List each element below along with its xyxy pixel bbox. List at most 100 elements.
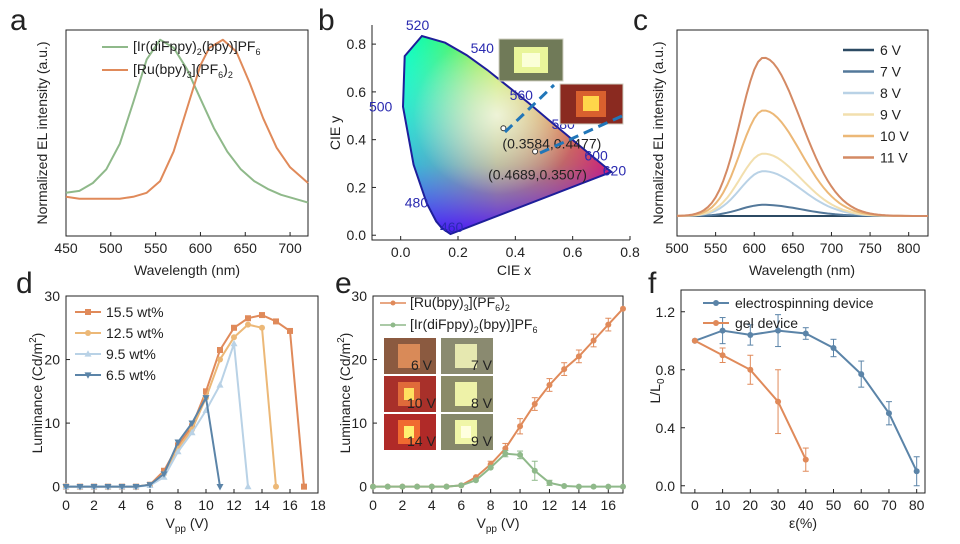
data-point <box>517 451 524 458</box>
x-tick-label-a: 550 <box>144 240 168 256</box>
legend-label-11-v: 11 V <box>880 150 908 166</box>
x-tick-label-f: 30 <box>770 497 786 513</box>
data-point <box>472 477 479 484</box>
data-point <box>174 439 182 446</box>
data-point <box>517 423 524 430</box>
x-tick-label-e: 4 <box>428 497 436 513</box>
data-point <box>301 483 307 490</box>
data-point <box>414 483 421 490</box>
x-tick-label-d: 12 <box>226 497 242 513</box>
wavelength-label-520: 520 <box>406 17 430 33</box>
data-point <box>132 484 140 491</box>
wavelength-label-540: 540 <box>471 40 495 56</box>
series-6-5-wt <box>62 394 224 491</box>
legend-label-6-5-wt: 6.5 wt% <box>106 367 156 383</box>
x-axis-label: Vpp (V) <box>165 515 208 535</box>
x-tick-label-e: 14 <box>571 497 587 513</box>
x-tick-label-c: 550 <box>704 240 728 256</box>
legend-label-7-v: 7 V <box>880 64 902 80</box>
data-point <box>161 467 167 474</box>
inset-label-8v: 8 V <box>471 395 493 411</box>
y-tick-label-d: 0 <box>52 479 60 495</box>
wavelength-label-620: 620 <box>603 163 627 179</box>
panel-d-luminance-vs-voltage: 0 2 4 6 8 10 12 14 16 18 0 10 20 30 15.5 wt% 12.5 wt% 9… <box>28 288 326 535</box>
series-line <box>373 452 623 488</box>
data-point <box>885 410 892 417</box>
plot-frame <box>676 29 929 237</box>
legend-label-ir: [Ir(diFppy)2(bpy)]PF6 <box>133 38 261 57</box>
x-tick-label-f: 70 <box>881 497 897 513</box>
panel-label-e: e <box>335 267 352 300</box>
device-photo-orange <box>559 83 624 125</box>
x-tick-label-c: 650 <box>781 240 805 256</box>
data-point <box>802 330 809 337</box>
cie-coordinate-label-1: (0.3584,0.4477) <box>502 135 601 151</box>
data-point <box>203 388 209 395</box>
legend-marker-9-5-wt <box>84 350 92 357</box>
data-point <box>858 371 865 378</box>
x-tick-label-a: 500 <box>99 240 123 256</box>
x-tick-label-c: 800 <box>897 240 921 256</box>
x-tick-label-e: 16 <box>601 497 617 513</box>
data-point <box>230 339 238 347</box>
legend-marker-electrospinning-device <box>713 300 719 306</box>
data-point <box>287 327 293 334</box>
x-tick-label-c: 750 <box>858 240 882 256</box>
data-point <box>605 321 612 328</box>
spectral-locus <box>401 34 614 236</box>
x-tick-label-f: 50 <box>826 497 842 513</box>
y-tick-label-d: 30 <box>44 288 60 304</box>
panel-label-f: f <box>648 267 657 300</box>
data-point <box>188 428 196 436</box>
data-point <box>775 398 782 405</box>
y-tick-label-f: 1.2 <box>656 304 676 320</box>
series-gel-device <box>691 337 809 472</box>
x-tick-label-e: 10 <box>512 497 528 513</box>
y-tick-label-f: 0.0 <box>656 478 676 494</box>
x-axis-label: Vpp (V) <box>476 515 519 535</box>
data-point <box>561 483 568 490</box>
data-point <box>259 324 265 331</box>
legend-label-gel-device: gel device <box>735 315 798 331</box>
legend-label-ir: [Ir(diFppy)2(bpy)]PF6 <box>410 316 538 335</box>
legend-label-15-5-wt: 15.5 wt% <box>106 304 164 320</box>
y-tick-label-e: 10 <box>351 415 367 431</box>
data-point <box>561 366 568 373</box>
legend-label-9-v: 9 V <box>880 107 902 123</box>
y-axis-label: CIE y <box>327 116 343 150</box>
data-point <box>245 315 251 322</box>
x-tick-label-d: 4 <box>118 497 126 513</box>
data-point <box>399 483 406 490</box>
y-tick-label-b: 0.8 <box>347 36 367 52</box>
legend: [Ir(diFppy)2(bpy)]PF6 [Ru(bpy)3](PF6)2 <box>102 38 261 80</box>
data-point <box>202 395 210 402</box>
x-tick-label-d: 0 <box>62 497 70 513</box>
x-tick-label-c: 500 <box>665 240 689 256</box>
data-point <box>546 479 553 486</box>
data-point <box>231 334 237 341</box>
inset-label-14v: 14 V <box>407 433 436 449</box>
y-tick-label-d: 20 <box>44 352 60 368</box>
x-tick-label-a: 600 <box>189 240 213 256</box>
cie-point-1 <box>500 125 507 132</box>
inset-device-photos: 6 V 7 V 10 V 8 V 14 V 9 V <box>384 338 493 450</box>
data-point <box>90 484 98 491</box>
data-point <box>620 483 626 490</box>
data-point <box>188 420 196 427</box>
data-point <box>259 312 265 319</box>
x-tick-label-d: 2 <box>90 497 98 513</box>
legend-marker-gel-device <box>713 320 719 326</box>
series-line <box>66 394 221 488</box>
series-line-11-v <box>676 56 928 217</box>
data-point <box>443 483 450 490</box>
data-point <box>546 381 553 388</box>
legend-label-6-v: 6 V <box>880 42 902 58</box>
x-tick-label-d: 10 <box>198 497 214 513</box>
x-tick-label-e: 2 <box>399 497 407 513</box>
x-tick-label-b: 0.0 <box>391 244 411 260</box>
y-axis-label: Luminance (Cd/m2) <box>28 333 45 454</box>
x-tick-label-b: 0.2 <box>448 244 468 260</box>
y-axis-label: Normalized EL intensity (a.u.) <box>650 41 666 224</box>
y-tick-label-e: 0 <box>359 479 367 495</box>
